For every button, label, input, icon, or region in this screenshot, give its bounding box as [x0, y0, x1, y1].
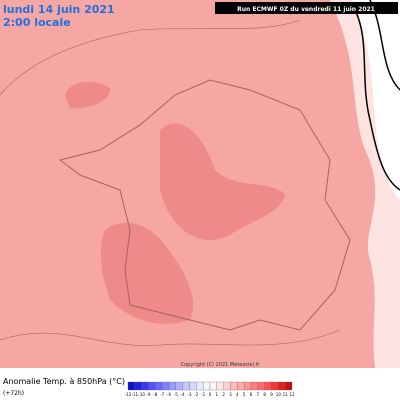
colorbar-label: 12 [289, 392, 295, 397]
isoline [0, 329, 341, 346]
colorbar-label: -7 [160, 392, 164, 397]
colorbar-swatch [237, 381, 245, 391]
colorbar-swatch [182, 381, 190, 391]
france-outline [58, 79, 351, 331]
copyright: Copyright (C) 2021 Meteociel.fr [181, 362, 261, 368]
colorbar-swatch [134, 381, 142, 391]
colorbar-swatch [189, 381, 197, 391]
neutral-zone [352, 0, 400, 200]
colorbar-swatch [264, 381, 272, 391]
colorbar-label: -6 [167, 392, 171, 397]
colorbar-swatch [244, 381, 252, 391]
colorbar-swatch [216, 381, 224, 391]
colorbar-label: -3 [188, 392, 192, 397]
colorbar-label: -4 [181, 392, 185, 397]
colorbar-swatch [203, 381, 211, 391]
colorbar-label: -9 [147, 392, 151, 397]
colorbar-swatch [209, 381, 217, 391]
colorbar-swatch [271, 381, 279, 391]
colorbar-swatch [175, 381, 183, 391]
colorbar-swatch [155, 381, 163, 391]
colorbar-swatch [148, 381, 156, 391]
colorbar-swatch [230, 381, 238, 391]
colorbar-label: -1 [201, 392, 205, 397]
colorbar-label: 7 [257, 392, 260, 397]
run-info: Run ECMWF 0Z du vendredi 11 juin 2021 [237, 6, 375, 13]
colorbar-swatch [257, 381, 265, 391]
colorbar-swatch [196, 381, 204, 391]
colorbar-label: -5 [174, 392, 178, 397]
colorbar-label: 3 [229, 392, 232, 397]
colorbar-label: 0 [209, 392, 212, 397]
isoline [354, 9, 400, 191]
colorbar-swatch [250, 381, 258, 391]
colorbar-label: 8 [263, 392, 266, 397]
colorbar-swatch [168, 381, 176, 391]
colorbar-label: 11 [283, 392, 289, 397]
forecast-time: 2:00 locale [3, 16, 71, 29]
colorbar-label: 9 [270, 392, 273, 397]
colorbar-label: 1 [216, 392, 219, 397]
map: lundi 14 juin 2021 2:00 locale Run ECMWF… [0, 0, 400, 368]
colorbar-swatch [141, 381, 149, 391]
colorbar-label: 2 [222, 392, 225, 397]
warm-blob [160, 123, 285, 240]
isoline [0, 19, 301, 96]
colorbar-label: -8 [153, 392, 157, 397]
colorbar-label: -2 [194, 392, 198, 397]
warm-blob [100, 222, 194, 324]
colorbar: -12 -11 -10 -9 -8 -7 -6 -5 -4 -3 -2 -1 0 1 2 3 4 5 6 7 8 9 10 1… [125, 381, 295, 397]
warm-blob [65, 81, 111, 109]
colorbar-label: 4 [236, 392, 239, 397]
lead-time: (+72h) [3, 390, 24, 397]
colorbar-label: 5 [243, 392, 246, 397]
colorbar-swatch [162, 381, 170, 391]
colorbar-swatch [285, 381, 293, 391]
colorbar-label: 6 [250, 392, 253, 397]
colorbar-swatch [223, 381, 231, 391]
colorbar-label: -11 [132, 392, 139, 397]
colorbar-label: 10 [276, 392, 282, 397]
colorbar-swatch [127, 381, 135, 391]
colorbar-label: -10 [138, 392, 145, 397]
footer-title: Anomalie Temp. à 850hPa (°C) [3, 377, 125, 386]
colorbar-label: -12 [125, 392, 132, 397]
run-box [215, 2, 398, 14]
colorbar-swatch [278, 381, 286, 391]
forecast-date: lundi 14 juin 2021 [3, 3, 115, 16]
